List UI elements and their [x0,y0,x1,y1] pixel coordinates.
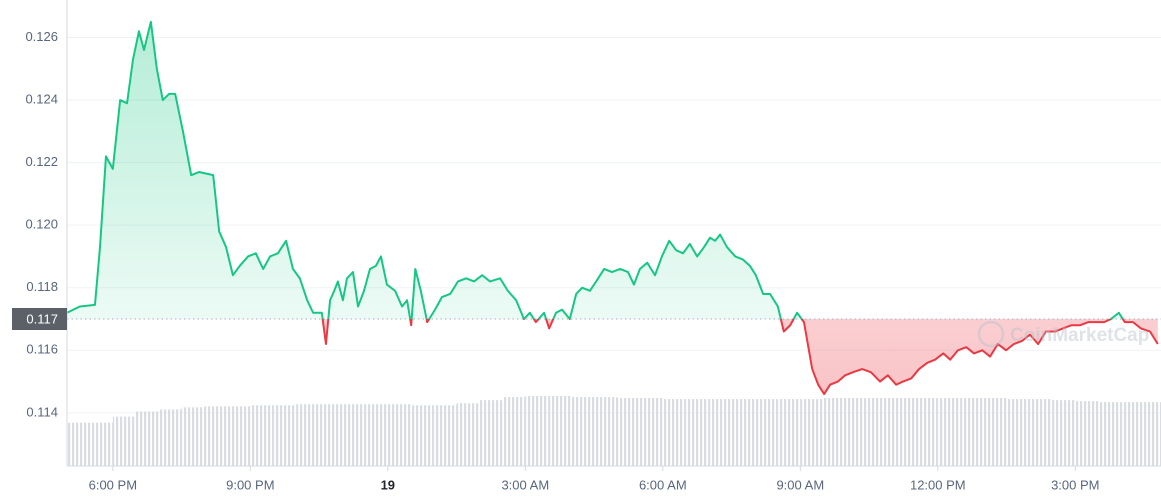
volume-bar [456,403,480,466]
volume-bar [1144,402,1161,466]
volume-bar [250,405,274,466]
volume-bar [273,405,297,466]
x-tick-label: 6:00 PM [89,477,137,492]
x-tick-label: 6:00 AM [639,477,687,492]
volume-bar [1052,400,1076,466]
volume-bar [181,407,205,466]
volume-bar [410,405,434,466]
volume-bar [89,422,113,466]
volume-bar [571,397,595,466]
volume-bar [616,398,640,466]
volume-bar [502,397,526,466]
volume-bar [960,398,984,466]
volume-bar [525,396,549,466]
watermark-logo [977,320,1005,348]
area-down [67,319,1158,395]
volume-bar [227,406,251,466]
volume-bar [891,398,915,466]
volume-bar [685,399,709,466]
volume-bar [800,399,824,466]
y-tick-label: 0.122 [25,154,58,169]
volume-bar [983,398,1007,466]
reference-label: 0.117 [26,311,58,326]
volume-bar [1006,399,1030,466]
volume-bar [937,398,961,466]
volume-bar [869,398,892,466]
axes: 0.114 0.116 0.118 0.120 0.122 0.124 0.126 6:00 … [12,0,1161,492]
volume-bar [364,404,388,466]
x-tick-label: 12:00 PM [910,477,966,492]
volume-bar [708,399,732,466]
price-line-up [66,20,1124,320]
volume-bar [1121,402,1145,466]
volume-bar [594,397,617,466]
volume-bar [846,398,870,466]
grid [67,37,1161,414]
volume-bar [135,411,159,466]
x-tick-label: 9:00 AM [776,477,824,492]
volume-bar [67,422,90,466]
y-tick-label: 0.120 [25,217,58,232]
x-tick-label: 3:00 AM [501,477,549,492]
volume-bar [754,399,778,466]
volume-bar [387,404,411,466]
volume-bar [731,399,755,466]
volume-bar [319,404,342,466]
x-tick-label: 19 [381,477,395,492]
price-line-down [321,319,1159,396]
volume-bar [1029,399,1053,466]
y-tick-label: 0.124 [25,92,58,107]
volume-bar [777,399,801,466]
watermark-text: CoinMarketCap [1010,325,1149,346]
volume-bar [823,398,847,466]
watermark: CoinMarketCap [977,320,1149,348]
area-up [67,21,1123,320]
volume-bar [341,404,365,466]
volume-bar [662,399,686,466]
y-tick-label: 0.116 [26,342,58,357]
volume-bar [548,396,572,466]
volume-bar [204,406,228,466]
y-tick-label: 0.114 [26,404,58,419]
x-tick-label: 9:00 PM [226,477,274,492]
volume-bar [914,398,938,466]
volume-bar [158,409,182,466]
x-tick-label: 3:00 PM [1051,477,1099,492]
price: CoinMarketCap [66,20,1161,396]
y-tick-label: 0.126 [25,29,58,44]
volume-bar [479,400,503,466]
volume-bar [112,416,136,466]
volume-bar [639,398,663,466]
y-tick-label: 0.118 [26,279,58,294]
reference-label-box [12,308,67,331]
volume-bar [296,404,320,466]
volume-bar [1098,402,1122,466]
volume-bar [433,405,457,466]
volume-bar [1075,401,1099,466]
volume [67,396,1161,466]
